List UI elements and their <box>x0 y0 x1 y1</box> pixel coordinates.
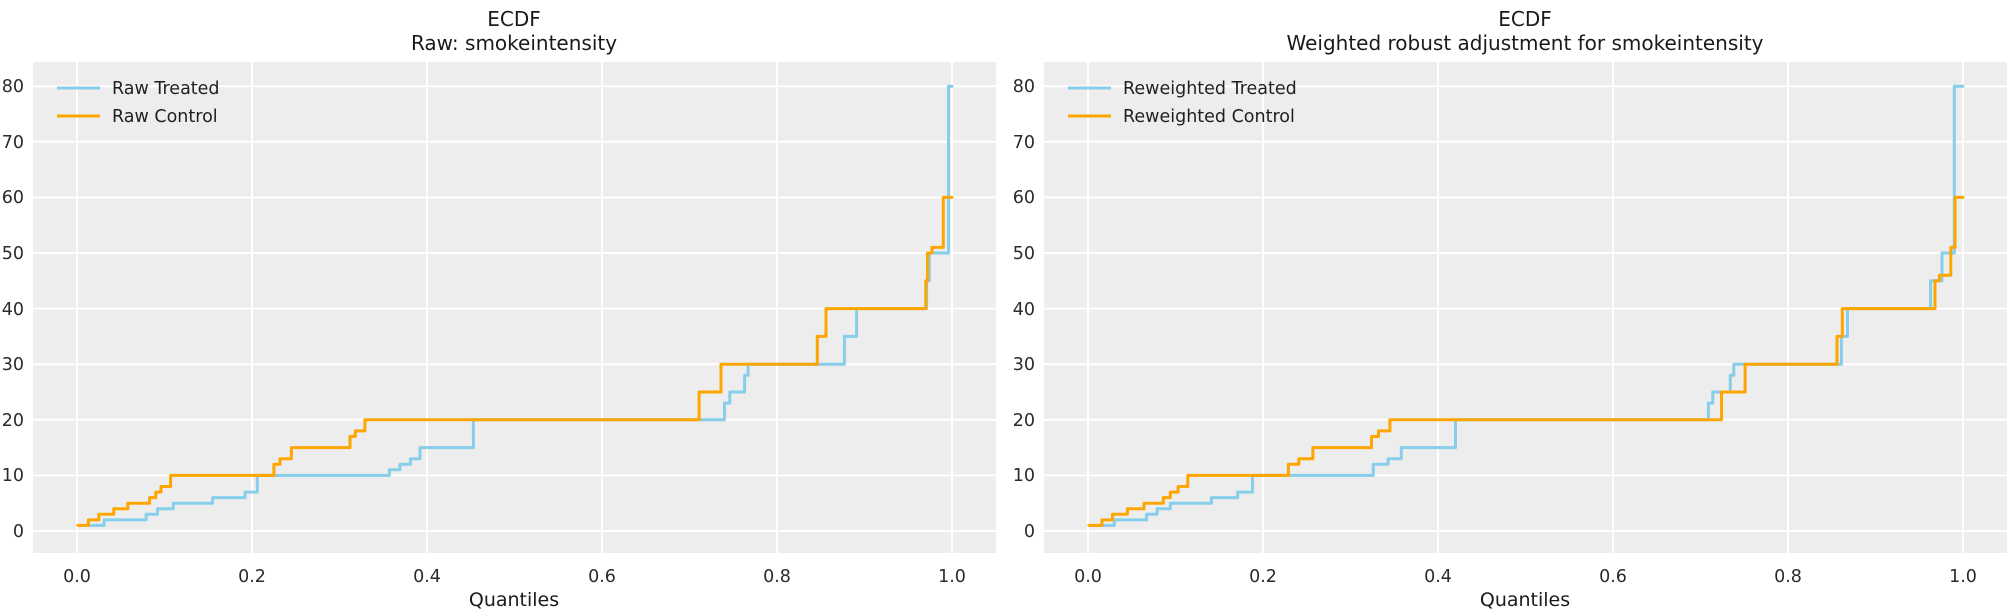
left-y-tick-label: 10 <box>2 466 24 486</box>
plot-dynamic-layer <box>33 62 2007 553</box>
left-y-tick-label: 80 <box>2 77 24 97</box>
right-y-tick-label: 70 <box>1013 133 1035 153</box>
series-line-raw-control <box>76 195 954 527</box>
right-y-tick-label: 10 <box>1013 466 1035 486</box>
left-y-tick-label: 20 <box>2 411 24 431</box>
right-y-tick-label: 80 <box>1013 77 1035 97</box>
left-y-tick-label: 70 <box>2 133 24 153</box>
right-plot-text: ECDF Weighted robust adjustment for smok… <box>1013 7 1977 611</box>
right-y-tick-label: 20 <box>1013 411 1035 431</box>
right-y-tick-label: 40 <box>1013 300 1035 320</box>
right-x-tick-label: 0.6 <box>1599 567 1627 587</box>
right-y-tick-label: 50 <box>1013 244 1035 264</box>
left-legend-label-treated: Raw Treated <box>112 79 220 99</box>
right-plot-title-line1: ECDF <box>1498 7 1552 31</box>
left-y-tick-label: 50 <box>2 244 24 264</box>
right-plot-title-line2: Weighted robust adjustment for smokeinte… <box>1286 31 1763 55</box>
left-y-tick-label: 30 <box>2 355 24 375</box>
left-x-tick-label: 0.6 <box>588 567 616 587</box>
right-y-tick-label: 60 <box>1013 188 1035 208</box>
series-line-raw-treated <box>86 84 954 527</box>
right-y-tick-label: 0 <box>1024 522 1035 542</box>
left-y-tick-label: 60 <box>2 188 24 208</box>
right-y-tick-label: 30 <box>1013 355 1035 375</box>
right-x-tick-label: 0.4 <box>1424 567 1452 587</box>
series-line-reweighted-control <box>1087 195 1965 527</box>
left-legend-label-control: Raw Control <box>112 107 218 127</box>
right-legend-label-treated: Reweighted Treated <box>1123 79 1297 99</box>
right-x-tick-label: 0.0 <box>1074 567 1102 587</box>
left-y-tick-label: 0 <box>13 522 24 542</box>
right-x-tick-label: 1.0 <box>1949 567 1977 587</box>
left-plot-title-line1: ECDF <box>487 7 541 31</box>
left-plot-text: ECDF Raw: smokeintensity 0.0 0.2 0.4 0.6… <box>2 7 966 611</box>
left-y-tick-label: 40 <box>2 300 24 320</box>
right-x-axis-label: Quantiles <box>1480 589 1570 611</box>
right-legend-label-control: Reweighted Control <box>1123 107 1295 127</box>
left-x-tick-label: 0.2 <box>238 567 266 587</box>
left-x-tick-label: 0.8 <box>763 567 791 587</box>
left-x-tick-label: 0.0 <box>63 567 91 587</box>
left-plot-title-line2: Raw: smokeintensity <box>411 31 617 55</box>
right-x-tick-label: 0.2 <box>1249 567 1277 587</box>
left-x-tick-label: 0.4 <box>413 567 441 587</box>
right-x-tick-label: 0.8 <box>1774 567 1802 587</box>
left-x-tick-label: 1.0 <box>938 567 966 587</box>
left-x-axis-label: Quantiles <box>469 589 559 611</box>
